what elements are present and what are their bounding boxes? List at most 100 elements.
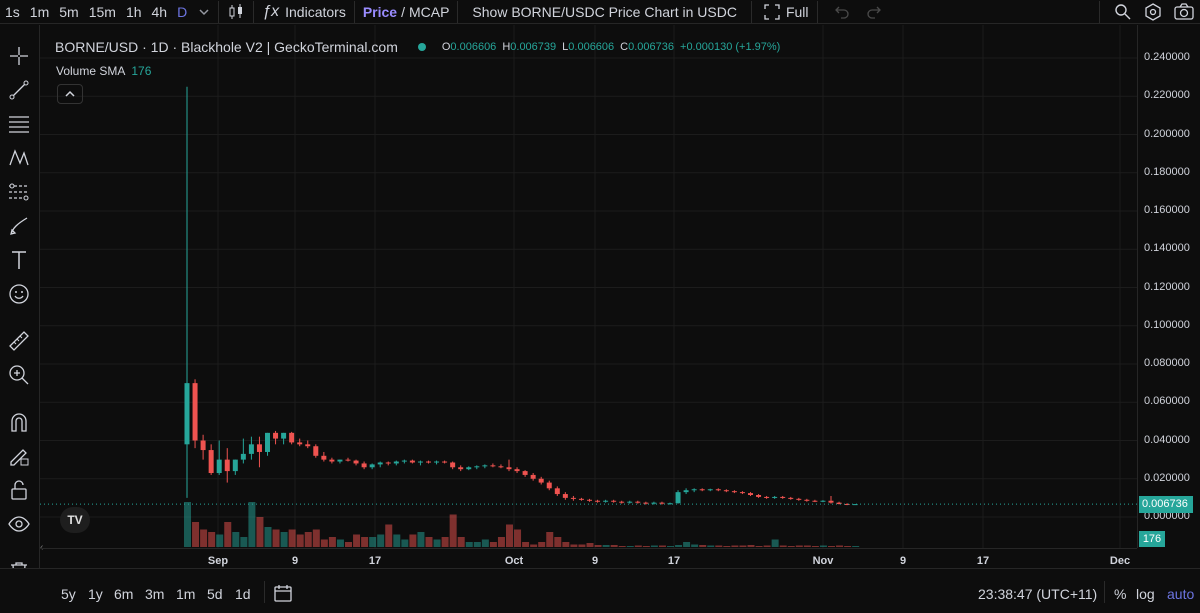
volume-bar [787,546,795,547]
fullscreen-button[interactable]: Full [764,0,809,24]
range-6m[interactable]: 6m [114,586,134,602]
undo-icon[interactable] [834,4,850,20]
volume-bar [336,539,344,547]
time-axis[interactable]: Sep 9 17 Oct 9 17 Nov 9 17 Dec [40,548,1137,568]
time-tick-label: Nov [812,555,834,567]
eye-icon[interactable] [6,511,32,537]
volume-bar [288,529,296,547]
timeframe-5m[interactable]: 5m [59,3,79,20]
volume-bar [345,542,352,547]
settings-icon[interactable] [1144,2,1162,21]
log-toggle[interactable]: log [1136,586,1155,602]
candle-body [675,492,681,504]
candle-body [836,502,842,504]
volume-bar [819,545,827,547]
percent-toggle[interactable]: % [1114,586,1127,602]
camera-icon[interactable] [1174,2,1194,21]
price-tick-label: 0.080000 [1144,357,1190,369]
time-tick-label: 9 [291,555,299,567]
zoom-in-icon[interactable] [6,362,32,388]
range-3m[interactable]: 3m [145,586,165,602]
lock-icon[interactable] [6,477,32,503]
candle-body [256,444,262,452]
price-axis[interactable]: 0.240000 0.220000 0.200000 0.180000 0.160000… [1137,25,1200,548]
text-tool-icon[interactable] [6,247,32,273]
chart-canvas[interactable] [40,25,1137,548]
timeframe-1m[interactable]: 1m [29,3,50,20]
auto-toggle[interactable]: auto [1167,586,1195,602]
brush-icon[interactable] [6,213,32,239]
magnet-icon[interactable] [6,409,32,435]
range-1y[interactable]: 1y [88,586,103,602]
volume-bar [586,543,594,547]
candle-body [466,467,472,470]
crosshair-icon[interactable] [6,43,32,69]
volume-bar [280,532,288,547]
chevron-down-icon[interactable] [198,6,210,18]
timeframe-4h[interactable]: 4h [151,3,168,20]
redo-icon[interactable] [866,4,882,20]
candle-body [643,502,649,504]
timeframe-15m[interactable]: 15m [88,3,116,20]
volume-bar [562,542,570,547]
volume-bar [353,534,361,547]
lock-pencil-icon[interactable] [6,443,32,469]
volume-bar [312,529,320,547]
fullscreen-icon [764,3,780,20]
candle-body [289,432,295,443]
fib-tools-icon[interactable] [6,179,32,205]
mcap-option[interactable]: MCAP [408,3,450,20]
volume-bar [200,529,208,547]
price-tick-label: 0.140000 [1144,242,1190,255]
candle-body [828,500,834,503]
search-icon[interactable] [1114,3,1132,21]
divider [1104,581,1105,603]
range-5y[interactable]: 5y [61,586,76,602]
volume-bar [514,529,522,547]
clock-timezone[interactable]: 23:38:47 (UTC+11) [978,586,1098,602]
candles-icon[interactable] [227,3,245,21]
candle-body [587,499,592,501]
emoji-icon[interactable] [6,281,32,307]
volume-bar [320,539,328,547]
candle-body [216,459,222,474]
divider [253,0,255,23]
timeframe-d[interactable]: D [177,3,188,20]
timeframe-1s[interactable]: 1s [5,3,20,20]
indicators-button[interactable]: ƒx Indicators [262,0,346,24]
horizontal-lines-icon[interactable] [6,111,32,137]
range-1d[interactable]: 1d [235,586,251,602]
volume-bar [618,546,626,547]
open-label: O [441,41,451,53]
price-tick-label: 0.020000 [1144,471,1190,484]
volume-bar [240,537,248,547]
volume-bar [393,534,401,547]
candle-body [820,500,826,502]
price-option[interactable]: Price [362,3,398,20]
volume-bar [626,546,634,547]
pattern-icon[interactable] [6,145,32,171]
volume-sma-value: 176 [131,64,152,78]
collapse-left-icon[interactable]: ‹ [40,542,44,553]
candle-body [852,504,858,506]
calendar-icon[interactable] [273,583,293,603]
range-1m[interactable]: 1m [176,586,196,602]
volume-bar [642,546,650,547]
candle-body [208,450,214,474]
collapse-legend-button[interactable] [57,84,83,104]
volume-bar [232,532,240,547]
show-usdc-chart-button[interactable]: Show BORNE/USDC Price Chart in USDC [472,3,737,20]
volume-bar [844,546,852,547]
tradingview-logo[interactable]: TV [60,507,90,533]
time-tick-label: Oct [504,555,524,567]
timeframe-1h[interactable]: 1h [125,3,142,20]
ruler-icon[interactable] [6,328,32,354]
chart-legend: BORNE/USD · 1D · Blackhole V2 | GeckoTer… [55,39,780,55]
trend-line-icon[interactable] [6,77,32,103]
range-5d[interactable]: 5d [207,586,223,602]
price-mcap-toggle[interactable]: Price / MCAP [363,0,450,24]
price-chart[interactable] [40,25,1137,548]
volume-sma-legend: Volume SMA 176 [56,64,151,78]
volume-bar [723,546,731,547]
volume-bar [828,546,835,547]
